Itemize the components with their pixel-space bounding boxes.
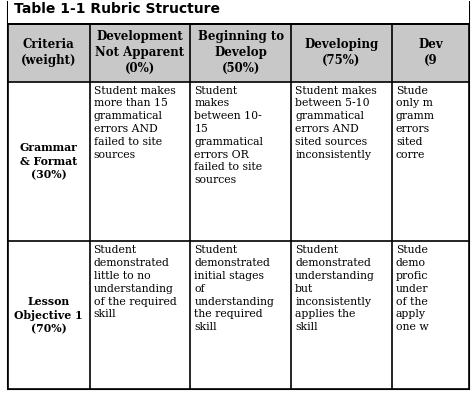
Text: Student
demonstrated
little to no
understanding
of the required
skill: Student demonstrated little to no unders… [93,245,176,319]
Text: Student makes
more than 15
grammatical
errors AND
failed to site
sources: Student makes more than 15 grammatical e… [93,86,175,160]
Text: Lesson
Objective 1
(70%): Lesson Objective 1 (70%) [14,296,83,334]
Text: Table 1-1 Rubric Structure: Table 1-1 Rubric Structure [14,2,219,16]
Text: Student makes
between 5-10
grammatical
errors AND
sited sources
inconsistently: Student makes between 5-10 grammatical e… [295,86,376,160]
Bar [8,0,468,24]
Text: Dev
(9: Dev (9 [417,38,442,67]
Text: Student
demonstrated
initial stages
of
understanding
the required
skill: Student demonstrated initial stages of u… [194,245,274,332]
Bar [8,82,468,241]
Text: Grammar
& Format
(30%): Grammar & Format (30%) [20,142,78,181]
Text: Stude
only m
gramm
errors
sited
corre: Stude only m gramm errors sited corre [395,86,434,160]
Text: Criteria
(weight): Criteria (weight) [21,38,76,67]
Bar [8,24,468,82]
Text: Development
Not Apparent
(0%): Development Not Apparent (0%) [95,30,184,75]
Text: Stude
demo
profic
under
of the
apply
one w: Stude demo profic under of the apply one… [395,245,427,332]
Bar [8,241,468,389]
Text: Beginning to
Develop
(50%): Beginning to Develop (50%) [197,30,283,75]
Text: Student
demonstrated
understanding
but
inconsistently
applies the
skill: Student demonstrated understanding but i… [295,245,374,332]
Text: Student
makes
between 10-
15
grammatical
errors OR
failed to site
sources: Student makes between 10- 15 grammatical… [194,86,263,185]
Text: Developing
(75%): Developing (75%) [304,38,378,67]
